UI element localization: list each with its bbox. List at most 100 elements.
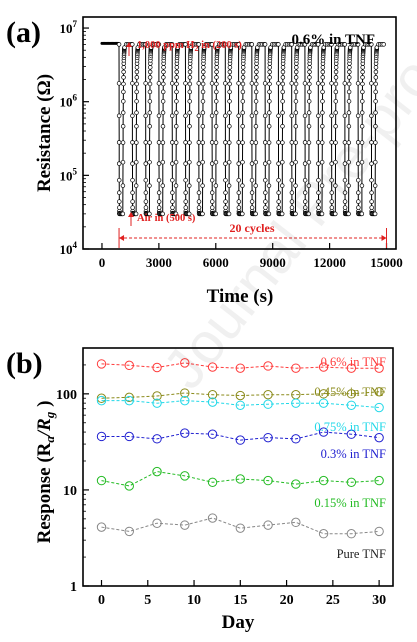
panel-a-cycle-line (198, 43, 211, 215)
panel-b-data-point (124, 395, 134, 406)
panel-b-data-point (263, 399, 273, 409)
panel-a-cycle-point (160, 159, 166, 165)
panel-a-cycle-point (187, 110, 192, 115)
panel-a-cycle-point (249, 190, 255, 195)
panel-a-cycle-point (329, 140, 334, 145)
panel-a-cycle-point (289, 140, 295, 145)
panel-b-data-point (346, 529, 357, 539)
panel-a-cycle-point (302, 42, 308, 47)
panel-a-cycle-point (372, 211, 378, 217)
panel-a-cycle-point (263, 161, 268, 166)
panel-a-cycle-point (342, 161, 348, 166)
panel-a-cycle-point (346, 81, 352, 87)
panel-a-cycle-point (293, 159, 298, 165)
panel-a-cycle-point (293, 75, 299, 80)
panel-a-cycle-point (373, 159, 378, 165)
panel-a-label: (a) (6, 16, 41, 49)
panel-a-cycle-point (174, 69, 179, 75)
panel-a-cycle-point (121, 89, 126, 95)
panel-a-cycle-point (236, 190, 242, 195)
panel-a-cycle-point (320, 69, 326, 75)
panel-b-data-point (318, 398, 329, 408)
panel-a-cycle-point (187, 89, 193, 95)
panel-a-cycle-point (280, 81, 286, 87)
panel-a-cycle-point (121, 69, 126, 75)
panel-a-cycle-point (240, 110, 245, 115)
panel-b-data-point (235, 400, 246, 410)
panel-a-cycle-point (369, 42, 374, 47)
panel-a-cycle-point (213, 140, 219, 145)
panel-a-cycle-point (174, 124, 179, 129)
panel-a-cycle-point (320, 75, 325, 80)
panel-a: (a) 0 3000 6000 9000 12000 15000 104 105 106 107… (6, 16, 403, 307)
panel-a-cycle-point (196, 113, 202, 119)
panel-b-data-point (346, 363, 357, 373)
panel-a-cycle-point (116, 42, 122, 47)
panel-a-cycle-point (240, 140, 245, 145)
panel-a-cycle-point (147, 99, 153, 104)
panel-a-cycle-point (156, 177, 162, 183)
panel-a-cycle-line (304, 43, 318, 215)
panel-b-data-point (291, 398, 301, 408)
panel-a-cycle-point (333, 183, 338, 188)
panel-a-cycle-point (360, 69, 365, 75)
panel-a-cycle-point (223, 140, 228, 145)
panel-a-cycle-point (342, 81, 348, 86)
panel-a-cycle-point (200, 211, 205, 217)
panel-a-cycle-point (329, 161, 334, 166)
panel-a-cycle-point (373, 140, 378, 145)
panel-a-cycle-point (174, 99, 179, 104)
panel-a-cycle-point (210, 205, 215, 210)
panel-b-data-point (180, 358, 190, 368)
panel-a-cycle-point (302, 177, 308, 183)
panel-a-y-tick-label: 107 (60, 19, 78, 36)
panel-a-cycle-point (253, 183, 258, 188)
panel-a-cycle-point (147, 110, 153, 115)
panel-a-cycle-point (134, 124, 139, 129)
panel-a-cycle-point (306, 140, 312, 145)
panel-a-cycle-point (346, 99, 352, 104)
panel-a-cycle-point (320, 81, 325, 87)
panel-a-cycle-point (213, 110, 219, 115)
panel-b-series-label: 0.45% in TNF (314, 385, 386, 399)
panel-a-cycle-point (253, 159, 259, 165)
panel-a-cycle-point (276, 199, 281, 204)
panel-a-cycle-point (279, 211, 285, 217)
panel-a-cycle-point (196, 161, 202, 166)
panel-a-cycle-point (369, 199, 374, 204)
panel-b-data-point (318, 389, 329, 399)
panel-a-cycle-point (160, 99, 166, 104)
panel-a-cycle-point (130, 161, 135, 166)
panel-a-cycle-point (169, 42, 175, 47)
panel-a-cycle-point (227, 110, 232, 115)
panel-a-cycle-point (373, 110, 378, 115)
panel-b-data-point (263, 475, 273, 486)
panel-a-cycle-point (333, 75, 339, 80)
panel-a-cycle-point (160, 124, 166, 129)
panel-a-cycle-point (196, 205, 202, 210)
panel-a-cycle-point (360, 89, 365, 95)
panel-a-cycle-point (266, 124, 272, 129)
panel-a-cycle-point (266, 211, 272, 217)
panel-a-h2-annotation: 1,000 ppm H2 in (200 s) (137, 40, 242, 53)
panel-a-cycle-point (156, 161, 162, 166)
panel-a-x-tick-label: 0 (99, 255, 106, 270)
panel-a-cycle-point (134, 99, 139, 104)
panel-b-data-point (207, 477, 218, 488)
panel-b-data-point (318, 362, 329, 372)
panel-a-cycle-point (355, 140, 361, 145)
panel-b-data-point (207, 397, 218, 407)
panel-b-data-point (124, 481, 134, 491)
panel-a-cycle-point (156, 140, 162, 145)
panel-a-cycle-point (263, 199, 268, 204)
panel-b-series-line (101, 471, 380, 487)
panel-a-cycle-point (200, 159, 205, 165)
panel-b-data-point (207, 389, 218, 400)
panel-b-data-point (124, 392, 134, 403)
panel-a-cycle-point (356, 199, 361, 204)
panel-a-cycle-point (293, 110, 299, 115)
panel-a-cycle-line (331, 43, 344, 215)
panel-b-data-point (207, 513, 218, 523)
panel-b-series-labels: 0.6% in TNF 0.45% in TNF 0.75% in TNF 0.3% … (314, 355, 386, 561)
panel-b-x-tick-label: 20 (280, 593, 294, 608)
